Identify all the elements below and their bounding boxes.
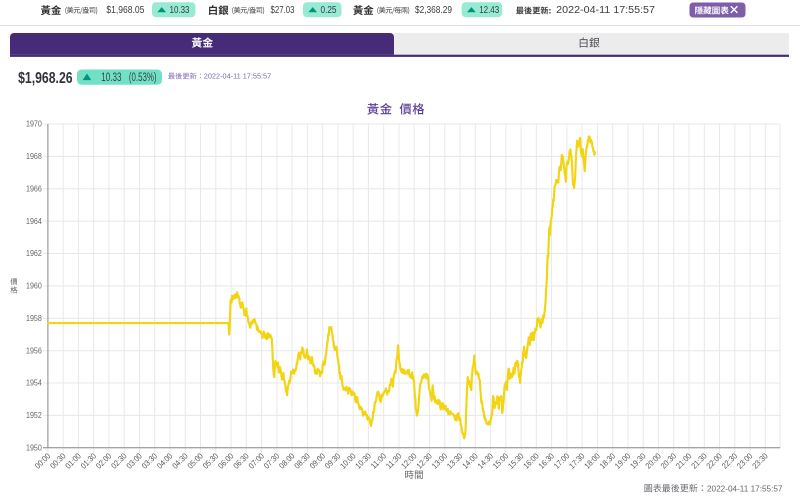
svg-text:1958: 1958 bbox=[26, 314, 42, 323]
svg-text:1954: 1954 bbox=[26, 379, 42, 388]
svg-text:1970: 1970 bbox=[26, 120, 42, 129]
svg-text:0.25: 0.25 bbox=[321, 5, 337, 16]
svg-text:1950: 1950 bbox=[26, 444, 42, 453]
svg-text:1960: 1960 bbox=[26, 282, 42, 291]
svg-text:2022-04-11 17:55:57: 2022-04-11 17:55:57 bbox=[556, 5, 655, 16]
svg-text:$1,968.05: $1,968.05 bbox=[106, 5, 144, 16]
svg-text:1968: 1968 bbox=[26, 152, 42, 161]
svg-text:10.33: 10.33 bbox=[170, 5, 190, 16]
svg-text:2022-04-11 17:55:57: 2022-04-11 17:55:57 bbox=[204, 71, 271, 80]
svg-text:$1,968.26: $1,968.26 bbox=[18, 70, 73, 87]
svg-text:2022-04-11 17:55:57: 2022-04-11 17:55:57 bbox=[707, 483, 783, 493]
svg-text:(0.53%): (0.53%) bbox=[129, 72, 157, 84]
svg-text:10.33: 10.33 bbox=[101, 72, 121, 84]
svg-text:1964: 1964 bbox=[26, 217, 42, 226]
svg-text:1966: 1966 bbox=[26, 185, 42, 194]
svg-text:$2,368.29: $2,368.29 bbox=[415, 5, 452, 16]
svg-text:1956: 1956 bbox=[26, 346, 42, 355]
svg-text:12.43: 12.43 bbox=[479, 5, 499, 16]
svg-text:1962: 1962 bbox=[26, 249, 42, 258]
svg-text:$27.03: $27.03 bbox=[271, 5, 295, 16]
svg-text:1952: 1952 bbox=[26, 411, 42, 420]
